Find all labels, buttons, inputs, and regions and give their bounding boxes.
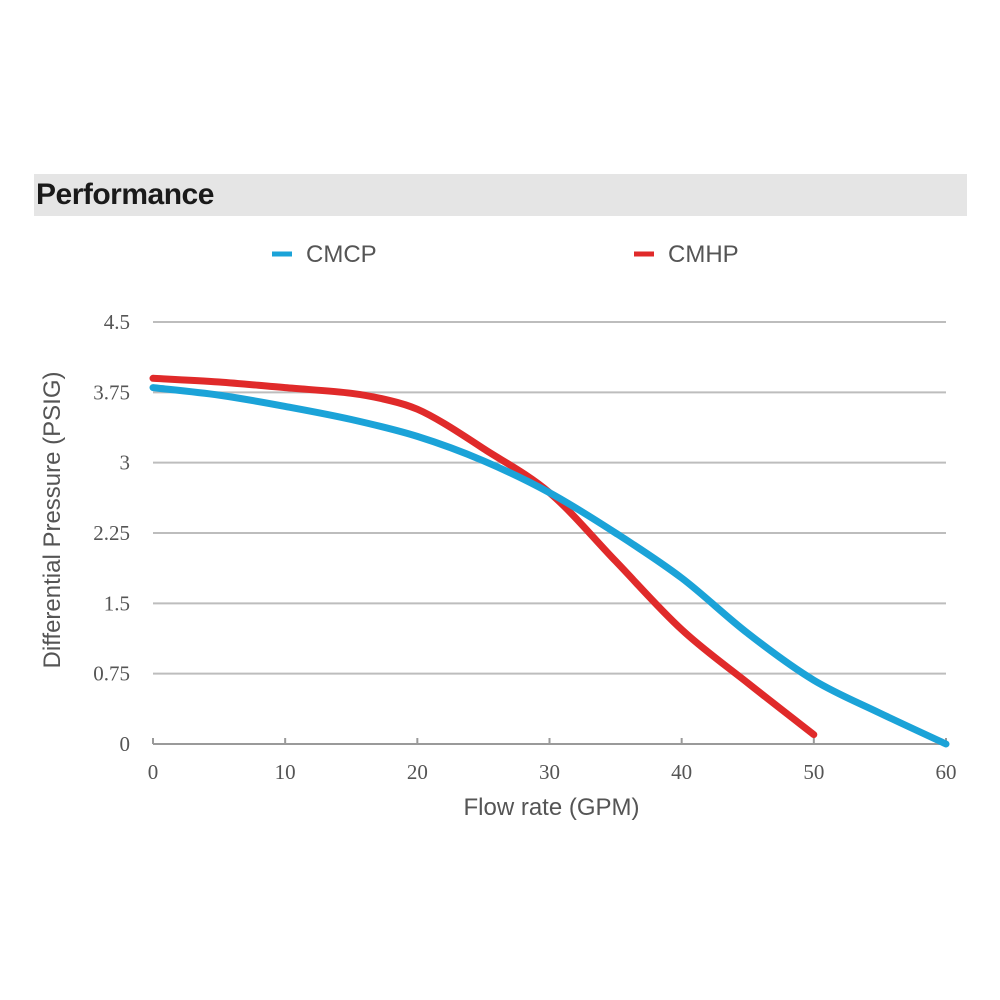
series-line-cmcp <box>149 384 950 748</box>
x-tick-label: 10 <box>275 760 296 784</box>
x-tick-label: 0 <box>148 760 159 784</box>
x-tick-label: 20 <box>407 760 428 784</box>
y-tick-label: 4.5 <box>104 310 130 334</box>
series-line-cmhp <box>149 374 818 739</box>
legend: CMCP CMHP <box>272 241 739 268</box>
x-axis-title: Flow rate (GPM) <box>463 794 639 821</box>
x-tick-label: 60 <box>936 760 957 784</box>
x-tick-label: 40 <box>671 760 692 784</box>
y-tick-label: 0.75 <box>93 662 130 686</box>
y-tick-label: 3.75 <box>93 380 130 404</box>
x-tick-label: 30 <box>539 760 560 784</box>
y-tick-label: 2.25 <box>93 521 130 545</box>
legend-label-cmhp: CMHP <box>668 241 739 268</box>
y-axis-title: Differential Pressure (PSIG) <box>39 372 66 669</box>
x-tick-label: 50 <box>803 760 824 784</box>
series-lines <box>149 374 950 748</box>
y-tick-label: 1.5 <box>104 591 130 615</box>
grid-lines <box>153 321 946 675</box>
page-title: Performance <box>36 178 214 211</box>
y-tick-label: 3 <box>120 451 131 475</box>
y-tick-label: 0 <box>120 732 131 756</box>
axes: 0 0.75 1.5 2.25 3 3.75 4.5 0 10 20 30 40 50 60 <box>93 310 956 784</box>
legend-label-cmcp: CMCP <box>306 241 377 268</box>
header-bar: Performance <box>34 174 967 216</box>
